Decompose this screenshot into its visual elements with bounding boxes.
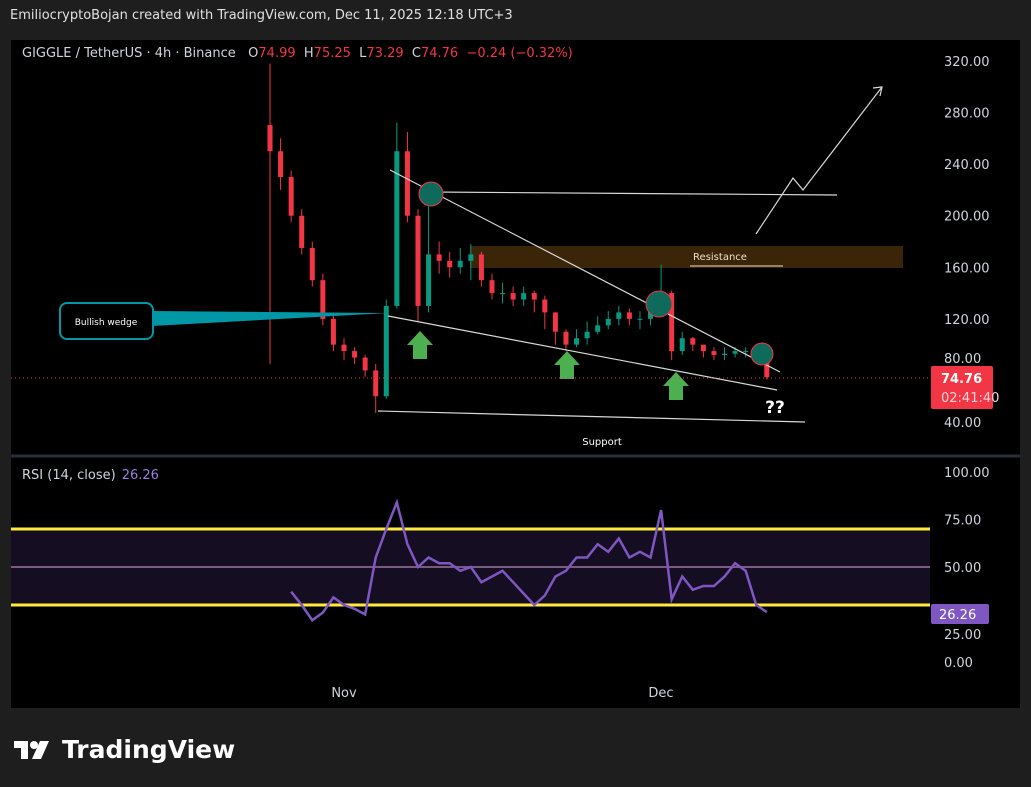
rsi-line[interactable] [290,498,768,622]
rejection-circle[interactable] [645,290,673,318]
candle[interactable] [563,329,569,352]
rsi-title: RSI (14, close) [22,468,116,483]
candle[interactable] [373,363,379,413]
rsi-tick: 0.00 [944,656,973,671]
candle[interactable] [743,347,749,358]
up-arrow-icon [407,331,433,359]
symbol-name[interactable]: GIGGLE / TetherUS · 4h · Binance [22,46,236,61]
candle[interactable] [616,305,622,326]
close-value: 74.76 [420,46,459,61]
rejection-circle[interactable] [418,181,444,207]
candle[interactable] [309,241,315,287]
wedge-upper-line[interactable] [389,169,781,373]
candle[interactable] [679,331,685,355]
price-tick: 120.00 [944,313,990,328]
low-label: L [359,46,367,61]
rejection-circle[interactable] [750,342,774,366]
candle[interactable] [584,321,590,345]
wedge-lower-line[interactable] [387,315,778,391]
support-label: Support [582,437,622,448]
candle[interactable] [288,170,294,223]
candle[interactable] [605,311,611,330]
close-label: C [411,46,421,61]
candle[interactable] [330,312,336,352]
candle[interactable] [711,347,717,361]
support-line[interactable] [377,410,806,423]
price-tick: 160.00 [944,261,990,276]
last-price-label: 74.76 02:41:40 [931,366,999,409]
candle[interactable] [478,251,484,287]
candle[interactable] [415,209,421,322]
symbol-legend: GIGGLE / TetherUS · 4h · Binance O74.99 … [22,46,573,61]
time-tick: Nov [331,686,357,701]
rsi-tick: 75.00 [944,514,981,529]
candle[interactable] [574,329,580,348]
change-value: −0.24 (−0.32%) [466,46,573,61]
resistance-label: Resistance [693,252,747,263]
bullish-wedge-callout[interactable]: Bullish wedge [59,302,388,340]
up-arrow-icon [663,372,689,400]
candle[interactable] [320,273,326,326]
price-tick: 80.00 [944,352,981,367]
candle[interactable] [489,273,495,300]
candle[interactable] [383,299,389,399]
candle[interactable] [341,338,347,361]
candle[interactable] [510,286,516,306]
candle[interactable] [404,131,410,223]
resistance-zone[interactable] [470,246,903,268]
rsi-tick: 50.00 [944,561,981,576]
brand-name: TradingView [62,735,236,764]
tradingview-logo-icon [14,740,49,759]
projected-path-line[interactable] [755,86,883,235]
tradingview-logo[interactable]: TradingView [14,735,235,764]
rsi-tick: 25.00 [944,628,981,643]
svg-text:26.26: 26.26 [939,608,976,623]
candle[interactable] [352,347,358,364]
candle[interactable] [690,336,696,352]
candle[interactable] [299,209,305,255]
candle[interactable] [394,122,400,309]
candle[interactable] [700,344,706,358]
open-value: 74.99 [258,46,296,61]
rsi-legend[interactable]: RSI (14, close) 26.26 [22,468,159,483]
credit-line: EmiliocryptoBojan created with TradingVi… [10,8,513,23]
candle[interactable] [426,196,432,313]
candle[interactable] [436,241,442,274]
candle[interactable] [542,295,548,330]
price-tick: 320.00 [944,55,990,70]
projection-arrowhead [872,86,883,97]
rsi-legend-value: 26.26 [121,468,159,483]
candle[interactable] [457,247,463,274]
top-horizontal-line[interactable] [429,191,838,196]
price-tick: 40.00 [944,416,981,431]
up-arrow-icon [554,351,580,379]
candle[interactable] [626,308,632,326]
candle[interactable] [500,282,506,304]
rsi-tick: 100.00 [944,466,990,481]
price-tick: 200.00 [944,210,990,225]
high-value: 75.25 [313,46,351,61]
price-tick: 240.00 [944,158,990,173]
time-tick: Dec [648,686,673,701]
candle[interactable] [637,311,643,330]
candle[interactable] [595,316,601,335]
candle[interactable] [468,244,474,281]
svg-text:74.76: 74.76 [941,372,982,387]
open-label: O [248,46,259,61]
rsi-value-label: 26.26 [931,604,989,624]
svg-text:02:41:40: 02:41:40 [941,391,999,406]
candle[interactable] [552,312,558,345]
price-tick: 280.00 [944,107,990,122]
candle[interactable] [521,286,527,306]
bullish-wedge-label: Bullish wedge [75,318,138,328]
low-value: 73.29 [366,46,404,61]
candle[interactable] [531,290,537,313]
candle[interactable] [447,251,453,278]
high-label: H [303,46,314,61]
question-marks: ?? [765,398,785,418]
candle[interactable] [722,347,728,361]
candle[interactable] [362,354,368,377]
candle[interactable] [278,138,284,190]
